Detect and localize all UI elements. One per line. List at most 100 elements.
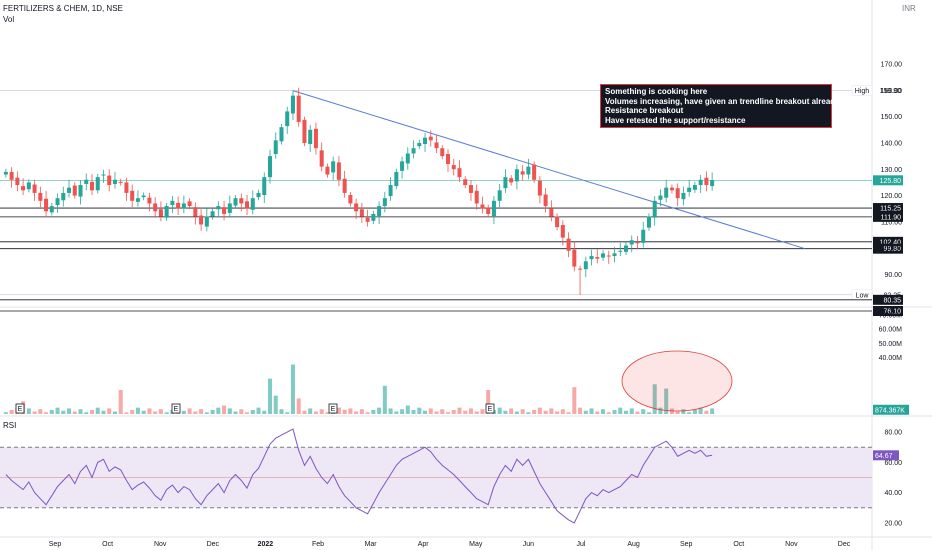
volume-bar [468, 408, 473, 414]
candle-body [377, 206, 382, 217]
candle-body [486, 207, 491, 214]
level-value-badge [873, 236, 903, 247]
volume-bar [549, 408, 554, 414]
volume-bar [32, 411, 37, 414]
volume-bar [9, 409, 14, 414]
candle-body [279, 127, 284, 142]
candle-body [233, 198, 238, 206]
earnings-marker-box [171, 403, 181, 414]
candle-body [555, 216, 560, 228]
volume-bar [55, 407, 60, 414]
volume-bar [181, 410, 186, 414]
volume-bar [44, 412, 49, 414]
candle-body [698, 179, 703, 186]
rsi-line: 64.67 [5, 428, 899, 524]
earnings-marker-label: E [488, 406, 493, 413]
volume-bar [658, 407, 663, 414]
candle-body [302, 119, 307, 143]
annotation-line: Volumes increasing, have given an trendl… [605, 96, 840, 106]
volume-bar [26, 408, 31, 414]
price-tick-label: 110.00 [881, 219, 902, 226]
candle-body [692, 185, 697, 190]
time-tick-label: Sep [680, 541, 693, 548]
price-tick-label: 160.00 [881, 88, 903, 95]
symbol-title: FERTILIZERS & CHEM, 1D, NSE [3, 4, 123, 13]
volume-bar [267, 378, 273, 414]
volume-bar [3, 412, 8, 414]
time-axis: Sep Oct Nov Dec 2022 Feb Mar Apr May Jun Jul Aug Sep… [49, 541, 851, 548]
level-value-label: 111.90 [881, 214, 901, 221]
candle-body [296, 95, 301, 122]
candle-body [623, 245, 629, 252]
level-value-badge [873, 85, 903, 96]
candle-body [285, 111, 290, 127]
rsi-last-label: 64.67 [875, 453, 893, 460]
volume-bar [440, 409, 445, 414]
volume-bar [595, 411, 600, 414]
candle-body [675, 188, 680, 199]
time-tick-label: Jun [523, 541, 534, 548]
volume-bar [290, 364, 295, 414]
volume-bar [382, 385, 387, 414]
volume-bar [698, 407, 703, 414]
time-tick-label: Nov [154, 541, 167, 548]
candle-body [635, 242, 640, 244]
candle-body [342, 178, 347, 193]
candle-body [78, 185, 83, 197]
candle-body [520, 171, 525, 175]
volume-bar [652, 384, 657, 414]
volume-bar [681, 409, 686, 414]
candle-body [319, 150, 324, 167]
volume-bar [526, 412, 531, 414]
candle-body [55, 198, 60, 206]
volume-bar [302, 410, 307, 414]
candle-body [704, 177, 709, 186]
candle-body [262, 177, 267, 196]
volume-bar [646, 412, 651, 414]
volume-bar [273, 395, 278, 414]
annotation-line: Resistance breakout [605, 106, 684, 115]
candle-body [681, 192, 686, 200]
volume-bar [118, 389, 123, 414]
volume-bar [239, 409, 244, 414]
volume-bar [354, 411, 359, 414]
time-tick-label: Jul [577, 541, 586, 548]
volume-bar [187, 408, 192, 414]
time-tick-label: Mar [365, 541, 378, 548]
candles [3, 87, 715, 295]
candle-body [480, 204, 485, 209]
candle-body [537, 180, 542, 196]
level-value-label: 99.80 [883, 246, 901, 253]
level-value-label: 115.25 [880, 206, 901, 213]
candle-body [49, 206, 54, 213]
volume-bar [245, 412, 250, 414]
volume-bar [405, 405, 410, 414]
time-tick-label: 2022 [258, 541, 274, 548]
volume-bar [256, 407, 261, 414]
level-value-badge [873, 305, 903, 316]
candle-body [526, 166, 531, 175]
candle-body [618, 250, 623, 252]
candle-body [606, 255, 611, 257]
trendline-segment [292, 90, 806, 250]
candle-body [181, 203, 186, 209]
candle-body [463, 179, 468, 186]
level-value-badge [873, 203, 903, 214]
volume-bar [336, 407, 341, 414]
level-value-label: 159.90 [880, 88, 902, 95]
candle-body [388, 185, 393, 197]
candle-body [313, 128, 318, 149]
candle-body [336, 162, 341, 180]
volume-bar [578, 407, 583, 414]
candle-body [193, 207, 198, 217]
volume-bar [423, 410, 428, 414]
volume-bar [84, 412, 89, 414]
candle-body [325, 166, 330, 175]
candle-body [67, 187, 72, 193]
candle-body [72, 185, 77, 196]
candle-body [348, 195, 353, 204]
rsi-band [0, 446, 872, 509]
volume-bar [629, 408, 634, 414]
